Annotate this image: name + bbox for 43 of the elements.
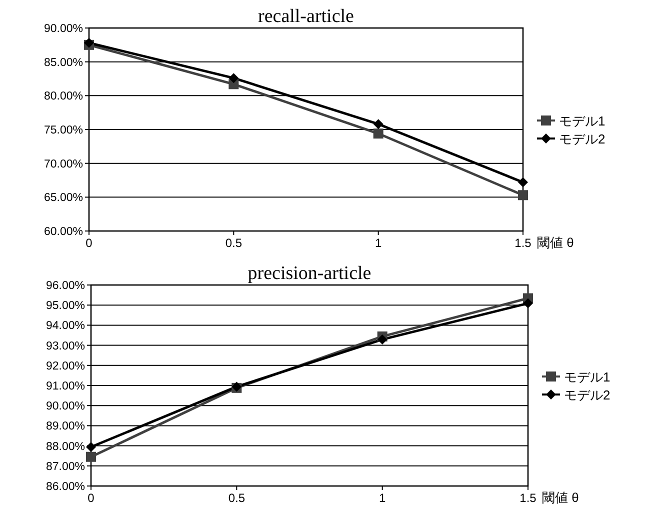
y-tick-label: 86.00% xyxy=(46,481,85,493)
y-tick-label: 92.00% xyxy=(46,360,85,372)
point xyxy=(86,452,96,462)
point xyxy=(523,298,533,308)
y-tick-label: 96.00% xyxy=(46,280,85,292)
point xyxy=(518,190,528,200)
legend-label: モデル2 xyxy=(559,132,606,146)
chart-title: precision-article xyxy=(248,263,372,284)
x-axis-title: 閾値 θ xyxy=(537,235,574,250)
x-tick-label: 1 xyxy=(374,236,382,250)
y-tick-label: 87.00% xyxy=(46,460,85,473)
x-tick-label: 0.5 xyxy=(228,491,246,505)
x-axis-title: 閾値 θ xyxy=(542,490,579,505)
point xyxy=(228,73,239,84)
point xyxy=(518,177,528,188)
y-tick-label: 90.00% xyxy=(44,23,83,35)
y-tick-label: 95.00% xyxy=(46,300,85,312)
x-tick-label: 1.5 xyxy=(520,491,537,505)
y-tick-label: 88.00% xyxy=(46,440,85,453)
y-tick-label: 91.00% xyxy=(46,380,85,392)
x-tick-label: 1.5 xyxy=(514,236,532,250)
legend-label: モデル2 xyxy=(564,388,610,402)
chart-title: recall-article xyxy=(258,6,354,27)
y-tick-label: 89.00% xyxy=(46,420,85,433)
y-tick-label: 75.00% xyxy=(44,124,83,136)
y-tick-label: 85.00% xyxy=(44,56,83,69)
y-tick-label: 94.00% xyxy=(46,320,85,332)
y-tick-label: 65.00% xyxy=(44,192,83,204)
y-tick-label: 70.00% xyxy=(44,158,83,170)
legend-label: モデル1 xyxy=(564,370,610,384)
legend-label: モデル1 xyxy=(559,114,606,128)
y-tick-label: 80.00% xyxy=(44,90,83,103)
point xyxy=(373,119,384,130)
point xyxy=(377,334,388,344)
point xyxy=(373,128,384,139)
y-tick-label: 90.00% xyxy=(46,400,85,413)
y-tick-label: 60.00% xyxy=(44,226,83,238)
x-tick-label: 0 xyxy=(86,236,93,250)
y-tick-label: 93.00% xyxy=(46,340,85,352)
x-tick-label: 0.5 xyxy=(225,236,242,250)
x-tick-label: 0 xyxy=(88,491,95,505)
point xyxy=(86,442,96,452)
x-tick-label: 1 xyxy=(378,491,386,505)
